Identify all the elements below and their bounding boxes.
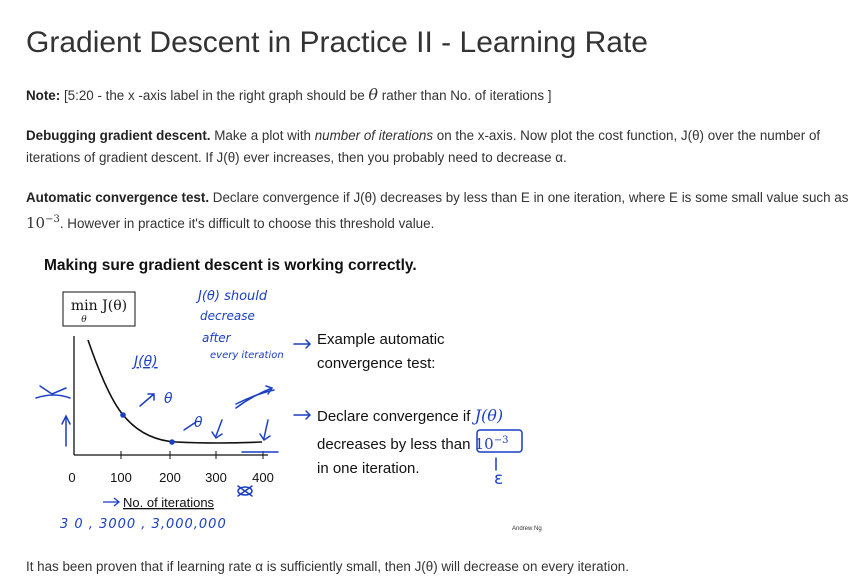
curve-point-200 [169, 439, 175, 445]
curve-point-100 [120, 412, 126, 418]
auto-label: Automatic convergence test. [26, 190, 210, 205]
min-j-subscript: θ [81, 315, 87, 325]
declare-arrow [293, 410, 312, 420]
hand-curved-arrow [235, 385, 274, 409]
hand-left-squiggle [39, 385, 67, 395]
hand-iteration-counts: 3 0 , 3000 , 3,000,000 [60, 517, 227, 532]
threshold-box [476, 429, 523, 453]
declare-line-2-row: decreases by less than 10−3 [317, 429, 508, 457]
page-title: Gradient Descent in Practice II - Learni… [26, 26, 648, 59]
hand-j-should: J(θ) should [195, 289, 268, 304]
hand-left-squiggle-2 [35, 394, 71, 399]
declare-threshold-base: 10 [474, 435, 494, 453]
declare-threshold: 10−3 [475, 435, 509, 453]
hand-arrow-1 [139, 393, 155, 407]
hand-epsilon: ε [494, 469, 503, 489]
slide-credit: Andrew Ng [512, 526, 542, 532]
debugging-italic: number of iterations [314, 128, 434, 143]
x-label-arrowhead [113, 497, 121, 507]
declare-threshold-exponent: −3 [493, 435, 509, 446]
auto-threshold: 10−3 [26, 214, 60, 232]
hand-arrow-2 [183, 421, 197, 431]
hand-down-arrow-2 [259, 419, 271, 442]
hand-j-theta: J(θ) [131, 354, 158, 370]
debugging-text1: Make a plot with [210, 128, 315, 143]
auto-threshold-base: 10 [26, 214, 46, 232]
hand-theta-2: θ [194, 415, 203, 431]
x-tick-label-0: 0 [68, 470, 75, 485]
declare-line-1-row: Declare convergence if J(θ) [317, 404, 508, 429]
auto-convergence-paragraph: Automatic convergence test. Declare conv… [26, 187, 861, 235]
lecture-slide-image: Making sure gradient descent is working … [26, 248, 566, 546]
debugging-paragraph: Debugging gradient descent. Make a plot … [26, 125, 861, 169]
x-axis-label: No. of iterations [123, 495, 215, 510]
x-tick-label-200: 200 [159, 470, 181, 485]
final-paragraph: It has been proven that if learning rate… [26, 559, 629, 574]
note-paragraph: Note: [5:20 - the x -axis label in the r… [26, 84, 861, 107]
hand-after: after [202, 331, 232, 345]
x-tick-label-100: 100 [110, 470, 132, 485]
min-j-box [62, 291, 136, 327]
hand-cross-circle [237, 486, 253, 496]
declare-line-1: Declare convergence if [317, 408, 471, 425]
example-arrow [293, 339, 312, 349]
declare-convergence-text: Declare convergence if J(θ) decreases by… [317, 404, 508, 481]
slide-title: Making sure gradient descent is working … [44, 257, 417, 274]
note-label: Note: [26, 88, 61, 103]
declare-math: J(θ) [474, 406, 504, 425]
hand-left-arrowhead [61, 414, 71, 425]
example-automatic-text: Example automatic convergence test: [317, 328, 445, 376]
example-line-1: Example automatic [317, 331, 445, 348]
auto-text1: Declare convergence if J(θ) decreases by… [209, 190, 849, 205]
example-line-2: convergence test: [317, 355, 436, 372]
declare-line-3: in one iteration. [317, 460, 420, 477]
min-j-label: min J(θ) [71, 298, 127, 314]
x-tick-label-400: 400 [252, 470, 274, 485]
note-text-before: [5:20 - the x -axis label in the right g… [60, 88, 369, 103]
note-theta: θ [368, 85, 379, 104]
note-text-after: rather than No. of iterations ] [378, 88, 552, 103]
hand-theta-1: θ [164, 391, 173, 407]
debugging-text2: on the x-axis. Now plot the cost functio… [26, 128, 821, 165]
hand-down-arrow-1 [211, 419, 223, 440]
debugging-label: Debugging gradient descent. [26, 128, 211, 143]
slide-drawing: min J(θ) θ 0 100 200 300 400 No. of iter… [35, 289, 523, 532]
auto-threshold-exponent: −3 [45, 214, 60, 225]
declare-line-2: decreases by less than [317, 436, 471, 453]
hand-decrease: decrease [200, 309, 255, 323]
hand-every-iteration: every iteration [210, 350, 284, 361]
cost-curve [87, 339, 263, 444]
x-tick-label-300: 300 [205, 470, 227, 485]
hand-curved-arrow-2 [235, 389, 275, 405]
auto-text2: . However in practice it's difficult to … [59, 216, 435, 231]
